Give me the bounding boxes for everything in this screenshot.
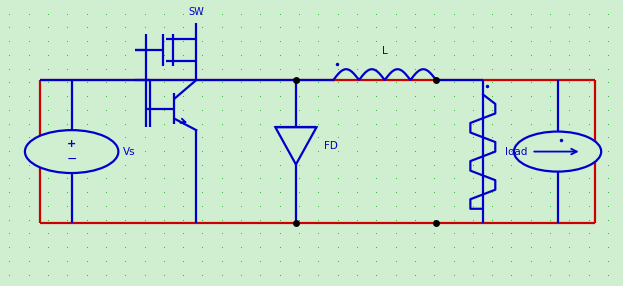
Text: L: L: [382, 46, 388, 56]
Text: Vs: Vs: [123, 147, 136, 156]
Text: +: +: [67, 140, 76, 149]
Text: −: −: [67, 153, 77, 166]
Circle shape: [514, 132, 601, 172]
Circle shape: [25, 130, 118, 173]
Text: load: load: [505, 147, 527, 156]
Polygon shape: [275, 127, 316, 164]
Text: FD: FD: [324, 141, 338, 151]
Text: SW: SW: [188, 7, 204, 17]
